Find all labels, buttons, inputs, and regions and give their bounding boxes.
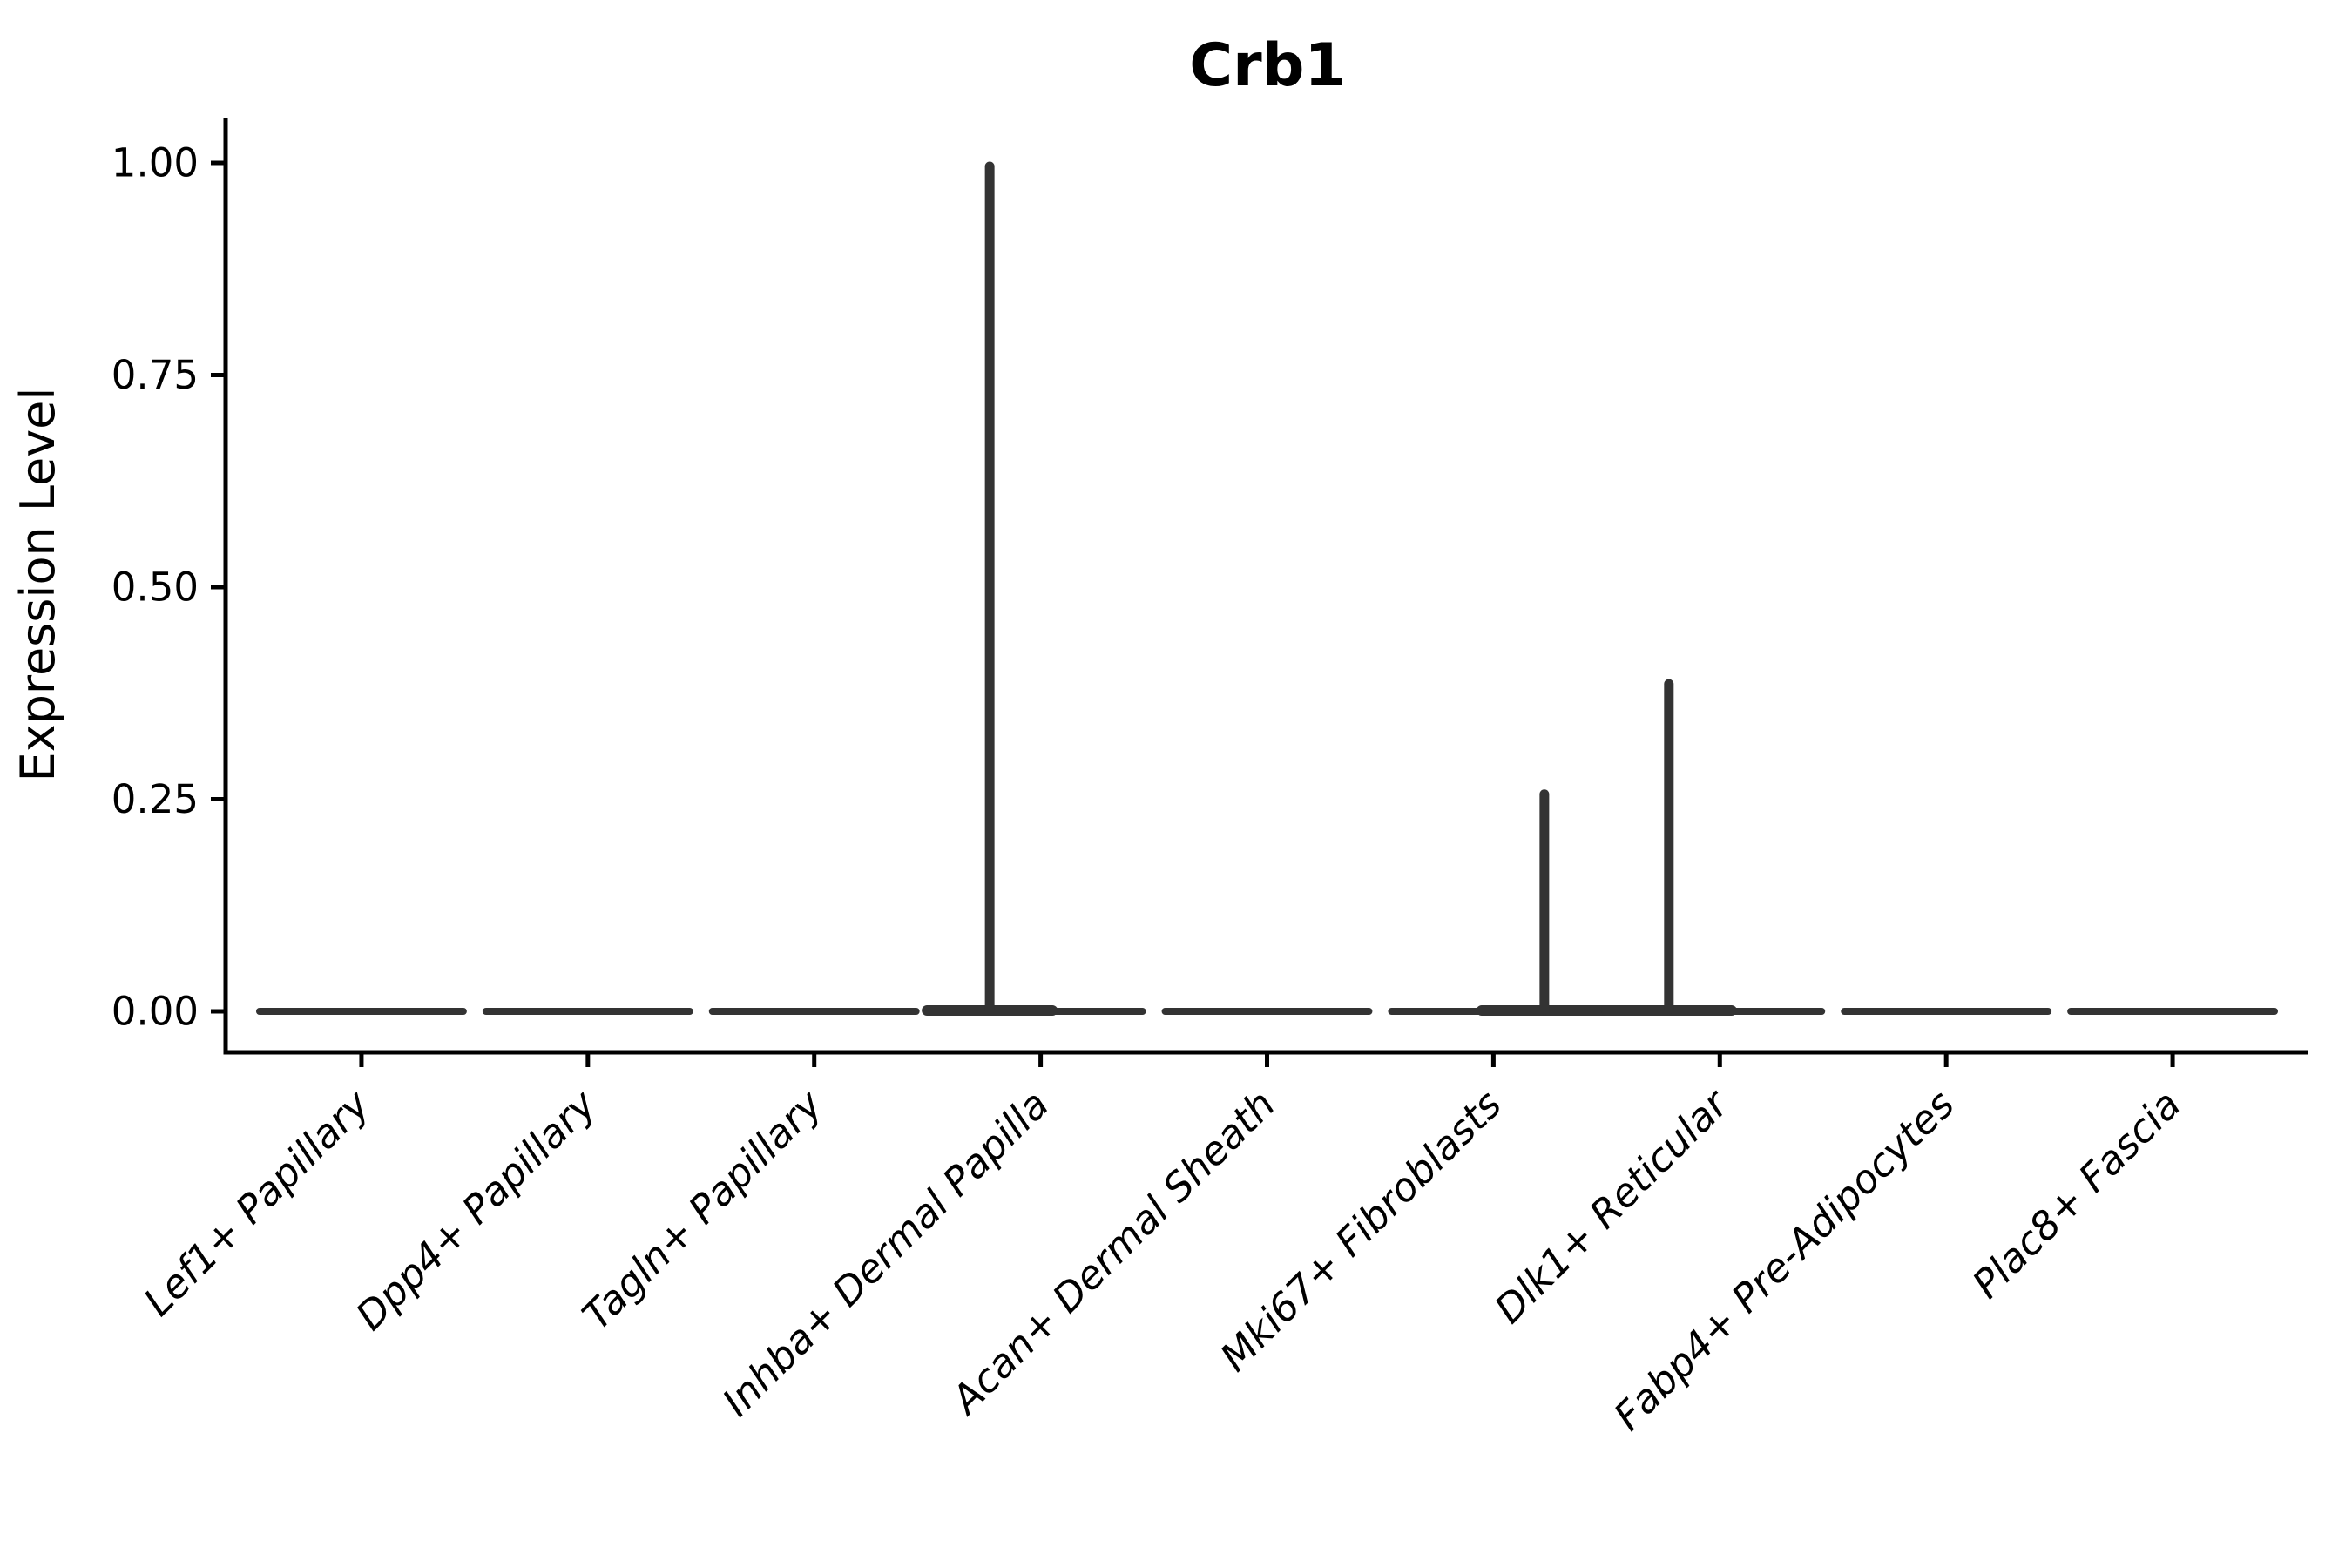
y-ticks: 0.00 0.25 0.50 0.75 1.00 [112, 140, 226, 1035]
y-tick-label: 0.75 [112, 352, 199, 398]
y-tick-label: 1.00 [112, 140, 199, 186]
y-axis-label: Expression Level [10, 388, 65, 782]
y-tick-label: 0.50 [112, 564, 199, 611]
x-tick-label: Dpp4+ Papillary [347, 1080, 605, 1339]
violin [922, 161, 1146, 1016]
violin [1600, 679, 1826, 1016]
x-tick-label: Plac8+ Fascia [1963, 1081, 2190, 1308]
y-tick-label: 0.25 [112, 776, 199, 822]
y-tick-label: 0.00 [112, 989, 199, 1035]
x-tick-label: Lef1+ Papillary [135, 1080, 380, 1325]
violin [1388, 789, 1612, 1016]
violins [255, 161, 2279, 1016]
chart-title: Crb1 [1189, 31, 1345, 100]
x-tick-label: Tagln+ Papillary [573, 1080, 832, 1339]
x-tick-label: Dlk1+ Reticular [1485, 1079, 1738, 1332]
